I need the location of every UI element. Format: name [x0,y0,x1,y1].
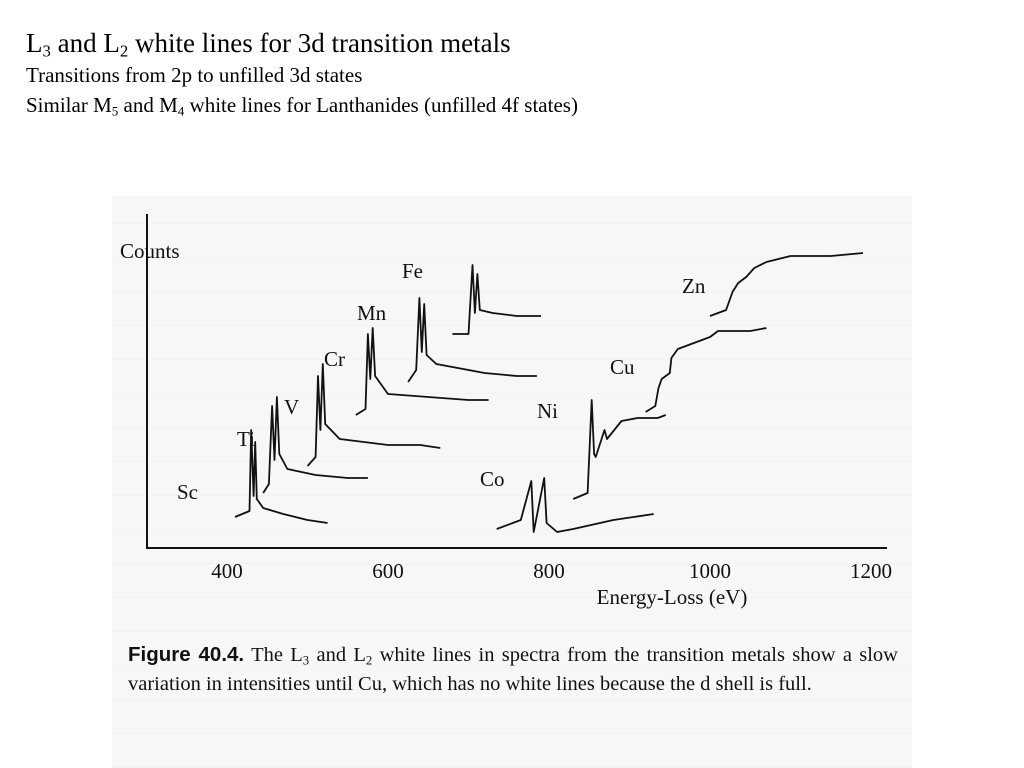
line3-text-rest: white lines for Lanthanides (unfilled 4f… [184,93,578,117]
caption-subscript-3: 3 [302,653,310,668]
y-axis-label: Counts [120,239,180,263]
element-label-cr: Cr [324,347,345,371]
caption-label: Figure 40.4. [128,643,245,666]
caption-text-3: white lines in spectra from the transiti… [128,644,898,695]
spectrum-line-zn [709,252,864,317]
spectrum-line-mn [407,297,537,383]
spectrum-line-cu [645,327,767,413]
x-tick-label: 1200 [850,559,892,583]
slide-line-2: Transitions from 2p to unfilled 3d state… [26,63,363,87]
caption-subscript-2: 2 [365,653,373,668]
spectrum-line-ni [572,399,667,500]
x-tick-label: 800 [533,559,565,583]
x-tick-label: 600 [372,559,404,583]
line3-subscript-4: 4 [177,103,185,119]
element-label-zn: Zn [682,274,706,298]
element-label-v: V [284,395,299,419]
spectrum-line-fe [452,264,541,335]
slide-line-3: Similar M5 and M4 white lines for Lantha… [26,90,1006,120]
title-subscript-2: 2 [119,41,129,61]
spectrum-line-sc [234,429,328,524]
element-label-co: Co [480,467,505,491]
title-text: L [26,28,43,58]
spectrum-line-v [306,363,441,467]
x-tick-label: 1000 [689,559,731,583]
scanned-figure: 400 600 800 1000 1200 Energy-Loss (eV) Counts S… [112,196,912,768]
element-label-fe: Fe [402,259,423,283]
chart-axes [146,214,887,549]
element-label-ni: Ni [537,399,558,423]
title-text-mid: and L [50,28,120,58]
caption-text-2: and L [309,644,366,666]
figure-caption: Figure 40.4. The L3 and L2 white lines i… [128,640,898,699]
spectrum-line-co [496,477,654,533]
element-label-ti: Ti [237,427,255,451]
slide-heading: L3 and L2 white lines for 3d transition … [26,26,1006,120]
x-tick-label: 400 [211,559,243,583]
line3-text-mid: and M [118,93,178,117]
line3-subscript-5: 5 [111,103,119,119]
spectrum-line-cr [355,327,489,416]
element-label-mn: Mn [357,301,387,325]
element-label-sc: Sc [177,480,198,504]
slide-title: L3 and L2 white lines for 3d transition … [26,26,1006,60]
spectra-chart: 400 600 800 1000 1200 Energy-Loss (eV) Counts S… [120,214,892,609]
title-subscript-3: 3 [42,41,51,61]
x-axis-label: Energy-Loss (eV) [597,585,748,609]
spectrum-line-ti [262,396,368,494]
caption-text-1: The L [244,644,303,666]
line3-text: Similar M [26,93,112,117]
element-label-cu: Cu [610,355,635,379]
title-text-rest: white lines for 3d transition metals [128,28,511,58]
